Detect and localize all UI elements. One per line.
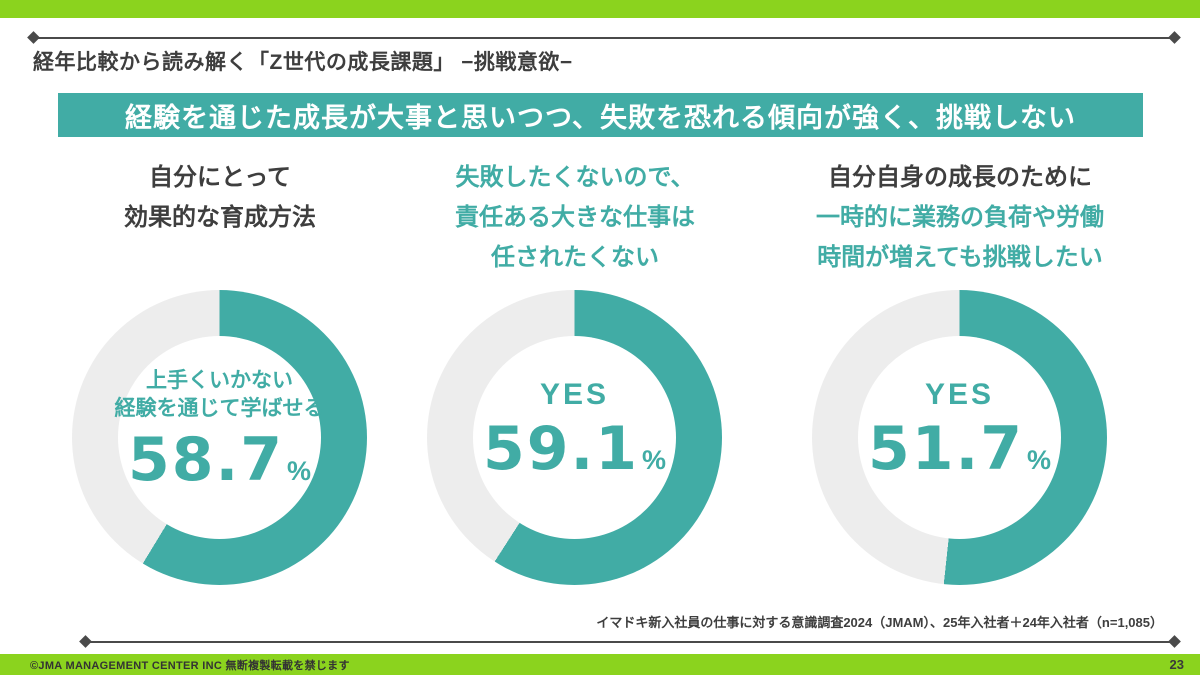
- heading-line: 効果的な育成方法: [124, 204, 316, 231]
- heading-line: 時間が増えても挑戦したい: [817, 244, 1103, 271]
- footer-bar: ©JMA MANAGEMENT CENTER INC 無断複製転載を禁じます 2…: [0, 654, 1200, 675]
- page-number: 23: [1169, 657, 1184, 672]
- donut-value-number: 58.7: [127, 424, 285, 495]
- donut-chart-1: 上手くいかない 経験を通じて学ばせる 58.7%: [72, 290, 367, 585]
- heading-line: 責任ある大きな仕事は: [455, 204, 695, 231]
- heading-line: 一時的に業務の負荷や労働: [816, 204, 1104, 231]
- donut-value-unit: %: [287, 455, 312, 486]
- header-divider-line: [33, 37, 1175, 39]
- donut-value-2: 59.1%: [483, 416, 666, 498]
- donut-value-unit: %: [642, 444, 667, 475]
- footer-divider-line: [85, 641, 1175, 643]
- copyright-text: ©JMA MANAGEMENT CENTER INC 無断複製転載を禁じます: [30, 659, 350, 672]
- donut-yes-label: YES: [924, 377, 995, 411]
- column-heading-1: 自分にとって 効果的な育成方法: [30, 158, 410, 238]
- heading-line: 自分にとって: [148, 164, 292, 191]
- donut-chart-2: YES 59.1%: [427, 290, 722, 585]
- donut-label-line: 経験を通じて学ばせる: [114, 396, 325, 420]
- key-message-banner: 経験を通じた成長が大事と思いつつ、失敗を恐れる傾向が強く、挑戦しない: [58, 93, 1143, 137]
- top-accent-bar: [0, 0, 1200, 18]
- donut-value-3: 51.7%: [868, 416, 1051, 498]
- source-note: イマドキ新入社員の仕事に対する意識調査2024（JMAM）、25年入社者＋24年…: [596, 615, 1163, 630]
- heading-line: 失敗したくないので、: [455, 164, 695, 191]
- donut-value-1: 58.7%: [128, 427, 311, 509]
- donut-value-unit: %: [1027, 444, 1052, 475]
- donut-center-2: YES 59.1%: [473, 336, 676, 539]
- donut-yes-label: YES: [539, 377, 610, 411]
- column-heading-2: 失敗したくないので、 責任ある大きな仕事は 任されたくない: [400, 158, 750, 278]
- donut-value-number: 51.7: [867, 413, 1025, 484]
- donut-center-1: 上手くいかない 経験を通じて学ばせる 58.7%: [115, 336, 325, 539]
- donut-value-number: 59.1: [482, 413, 640, 484]
- donut-chart-3: YES 51.7%: [812, 290, 1107, 585]
- page-title: 経年比較から読み解く「Z世代の成長課題」 −挑戦意欲−: [33, 51, 573, 74]
- heading-line: 任されたくない: [491, 244, 659, 271]
- donut-center-3: YES 51.7%: [858, 336, 1061, 539]
- key-message-text: 経験を通じた成長が大事と思いつつ、失敗を恐れる傾向が強く、挑戦しない: [125, 102, 1076, 133]
- column-heading-3: 自分自身の成長のために 一時的に業務の負荷や労働 時間が増えても挑戦したい: [775, 158, 1145, 278]
- heading-line: 自分自身の成長のために: [828, 164, 1092, 191]
- donut-label-line: 上手くいかない: [146, 368, 293, 392]
